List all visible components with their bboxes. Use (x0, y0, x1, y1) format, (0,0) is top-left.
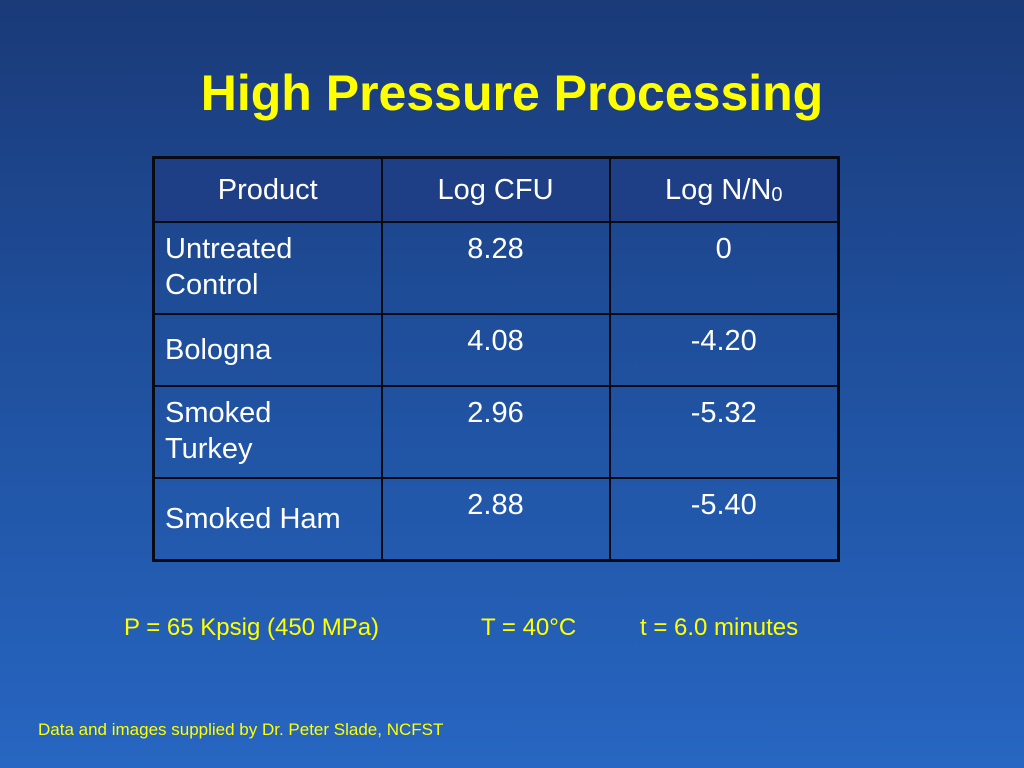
log-cfu-cell: 8.28 (380, 221, 611, 315)
header-product: Product (152, 156, 383, 223)
product-line1: Smoked Ham (165, 503, 341, 535)
data-credit: Data and images supplied by Dr. Peter Sl… (38, 720, 444, 739)
table-row: Untreated Control 8.28 0 (152, 221, 840, 315)
log-nn0-cell: -5.32 (608, 385, 840, 479)
product-cell: Smoked Turkey (152, 385, 383, 479)
header-log-nn0-subscript: 0 (771, 183, 783, 206)
log-nn0-cell: 0 (608, 221, 840, 315)
table-row: Smoked Turkey 2.96 -5.32 (152, 385, 840, 479)
results-table: Product Log CFU Log N/N0 Untreated Contro… (152, 156, 840, 562)
temperature-condition: T = 40°C (481, 614, 577, 641)
log-nn0-cell: -5.40 (608, 477, 840, 562)
table-row: Bologna 4.08 -4.20 (152, 313, 840, 387)
product-line2: Turkey (165, 433, 253, 465)
log-cfu-cell: 4.08 (380, 313, 611, 387)
product-cell: Untreated Control (152, 221, 383, 315)
log-cfu-cell: 2.88 (380, 477, 611, 562)
pressure-condition: P = 65 Kpsig (450 MPa) (124, 614, 380, 641)
table-header-row: Product Log CFU Log N/N0 (152, 156, 840, 223)
log-nn0-cell: -4.20 (608, 313, 840, 387)
log-cfu-cell: 2.96 (380, 385, 611, 479)
table-row: Smoked Ham 2.88 -5.40 (152, 477, 840, 562)
product-line1: Smoked (165, 397, 272, 429)
product-cell: Smoked Ham (152, 477, 383, 562)
product-line1: Bologna (165, 334, 272, 366)
product-line1: Untreated (165, 233, 293, 265)
product-line2: Control (165, 269, 259, 301)
time-condition: t = 6.0 minutes (640, 614, 799, 641)
header-log-nn0: Log N/N0 (608, 156, 840, 223)
header-log-nn0-main: Log N/N (664, 173, 772, 206)
slide-title: High Pressure Processing (200, 65, 824, 121)
header-log-cfu: Log CFU (380, 156, 611, 223)
product-cell: Bologna (152, 313, 383, 387)
